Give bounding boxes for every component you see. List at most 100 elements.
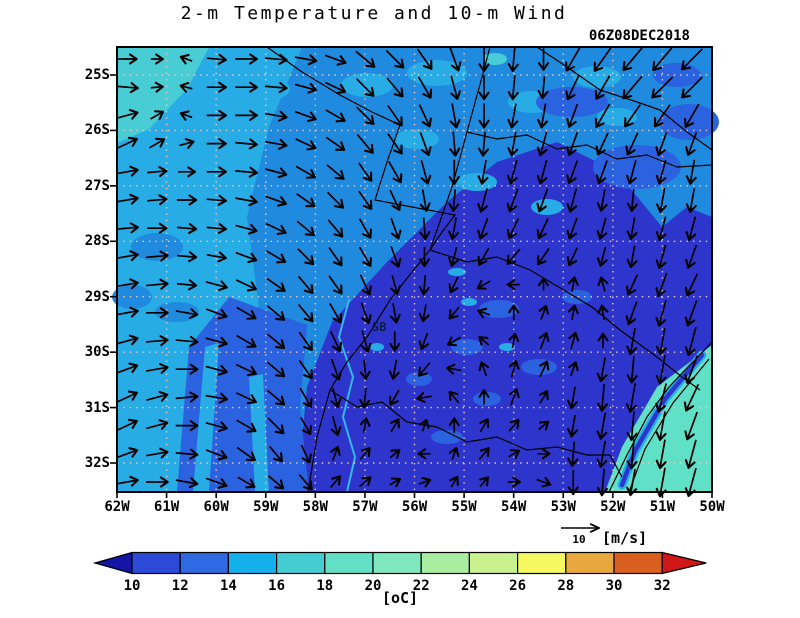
field-patch [406,372,432,386]
wind-vector [329,303,343,324]
wind-vector [479,476,489,488]
wind-vector [537,277,550,291]
colorbar-segment [420,551,471,575]
wind-vector [478,336,490,346]
wind-vector [175,391,199,403]
wind-vector [626,217,638,240]
field-patch [448,268,466,276]
wind-vector [416,48,433,70]
wind-vector [206,251,227,263]
wind-vector [566,132,579,156]
wind-vector [389,303,401,324]
wind-vector [597,332,609,349]
wind-vectors [116,46,704,498]
wind-vector [358,218,373,239]
wind-vector [419,189,431,212]
wind-vector [264,138,288,150]
wind-vector [506,159,518,185]
wind-vector [626,411,638,441]
border-uruguay-river [307,46,491,493]
wind-vector [418,332,430,350]
wind-vector [236,334,257,349]
wind-vector [683,383,700,412]
temperature-colorbar: 10 12 14 16 18 20 22 24 26 28 30 32 [92,551,707,594]
wind-vector [478,103,490,129]
wind-vector [565,47,581,72]
wind-vector [235,81,258,93]
wind-vector [478,361,490,377]
wind-vector [626,245,638,269]
wind-vector [116,362,139,374]
wind-vector [684,300,698,327]
valid-time-label: 06Z08DEC2018 [588,28,690,44]
colorbar-segment [517,551,567,575]
wind-vector [358,246,373,267]
wind-vector [419,418,430,432]
x-tick-label: 55W [451,499,477,515]
wind-vector [507,75,519,101]
wind-vector [685,132,698,156]
wind-vector [146,390,169,402]
wind-vector [568,331,580,350]
wind-vector [266,389,286,406]
field-patch [573,66,621,88]
wind-vector [176,279,198,291]
wind-vector [476,279,491,290]
wind-vector [655,383,668,413]
wind-vector [594,103,611,128]
wind-vector [176,222,198,234]
wind-vector [149,137,166,149]
wind-vector [538,304,549,320]
wind-vector [685,188,697,213]
wind-vector [681,48,704,71]
wind-vector [478,389,490,405]
colorbar-right-arrow [661,551,707,575]
wind-vector [478,131,490,157]
reference-arrow-head [589,527,600,533]
wind-vector [268,445,283,463]
wind-vector [117,53,138,65]
wind-vector [685,216,697,241]
wind-vector [298,331,313,351]
colorbar-segment [276,551,326,575]
colorbar-segment [613,551,663,575]
wind-vector [235,195,258,207]
reference-arrow-head [589,523,600,529]
x-tick-label: 56W [401,499,428,515]
wind-vector [446,363,462,375]
wind-vector [386,77,404,98]
wind-vector [116,222,139,234]
field-region-west-band [117,47,302,492]
wind-vector [330,387,342,408]
wind-vector [655,299,667,327]
wind-vector [508,449,520,460]
x-tick-label: 60W [203,499,229,515]
wind-vector [236,446,256,462]
wind-vector [150,53,164,65]
wind-vector [655,439,667,470]
x-tick-label: 51W [649,499,676,515]
map-frame [116,46,713,493]
wind-vector [685,159,697,185]
wind-vector [359,417,371,433]
wind-vector [684,103,700,128]
wind-vector [359,359,371,380]
wind-vector [390,418,400,433]
wind-vector [448,447,460,460]
wind-vector [205,308,228,320]
wind-vector [116,278,139,290]
wind-vector [596,412,608,440]
wind-vector [655,132,668,156]
y-tick-label: 28S [84,233,110,250]
wind-vector [355,106,375,125]
wind-vector [355,50,376,68]
field-patch [479,300,519,318]
wind-vector [418,304,430,323]
wind-vector [145,278,169,290]
wind-vector [448,159,460,185]
colorbar-tick-label: 32 [654,578,671,594]
wind-vector [566,217,578,240]
field-patch [499,343,515,351]
wind-vector [596,217,608,240]
wind-vector [265,222,287,236]
